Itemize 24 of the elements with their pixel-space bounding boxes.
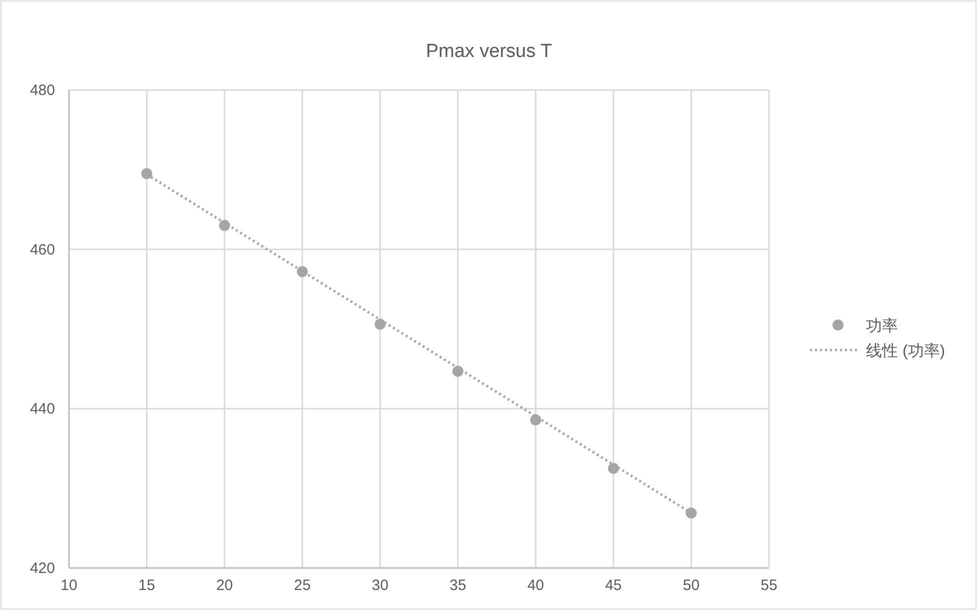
legend-label: 线性 (功率)	[866, 342, 946, 360]
point	[608, 462, 619, 474]
x-tick-label: 40	[527, 577, 544, 594]
y-tick-label: 480	[30, 82, 55, 99]
point	[296, 266, 308, 278]
point	[530, 414, 542, 426]
chart-title: Pmax versus T	[426, 41, 553, 62]
x-tick-label: 50	[682, 577, 700, 594]
legend-label: 功率	[866, 317, 898, 335]
x-tick-label: 35	[450, 577, 466, 594]
point	[219, 220, 230, 231]
x-tick-label: 10	[60, 577, 78, 594]
x-tick-label: 45	[605, 577, 622, 594]
y-tick-label: 460	[30, 241, 55, 258]
x-tick-label: 55	[760, 577, 778, 594]
x-tick-label: 30	[372, 577, 388, 594]
point	[141, 168, 152, 180]
y-tick-label: 420	[30, 560, 55, 577]
point	[374, 318, 386, 330]
y-tick-label: 440	[30, 400, 55, 418]
x-tick-label: 15	[138, 577, 156, 594]
x-tick-label: 25	[294, 577, 311, 594]
x-tick-label: 20	[216, 577, 233, 594]
point	[686, 508, 697, 519]
